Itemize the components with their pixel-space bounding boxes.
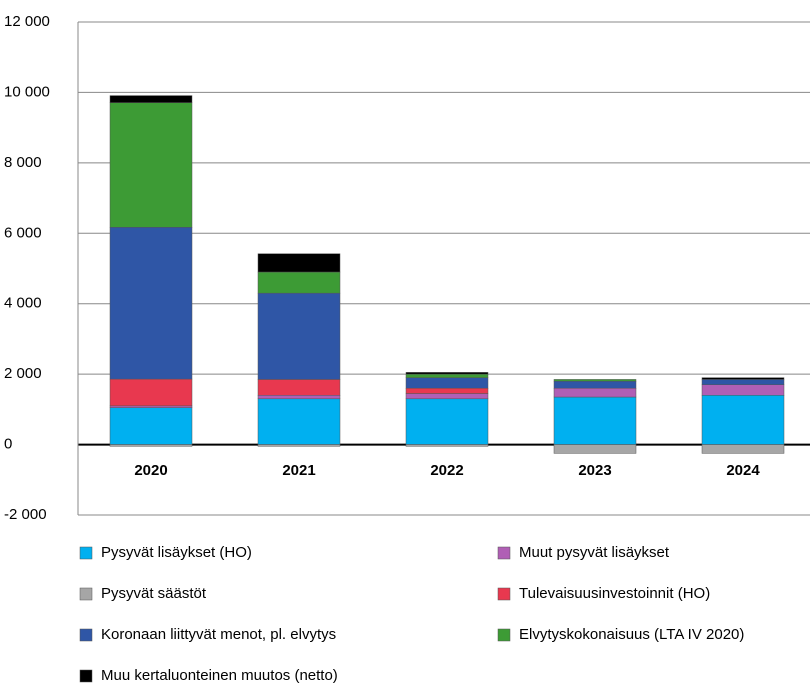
y-tick-label: 2 000 (4, 365, 42, 382)
y-tick-label: 6 000 (4, 224, 42, 241)
bar-segment (405, 444, 489, 447)
legend-swatch (497, 628, 511, 642)
bar-segment (405, 377, 489, 389)
legend-label: Pysyvät lisäykset (HO) (101, 544, 252, 561)
legend-label: Muut pysyvät lisäykset (519, 544, 670, 561)
bar-segment (701, 377, 785, 380)
legend-swatch (79, 587, 93, 601)
legend-label: Koronaan liittyvät menot, pl. elvytys (101, 626, 336, 643)
bar-segment (701, 379, 785, 385)
legend-swatch (497, 546, 511, 560)
legend-swatch (79, 669, 93, 683)
legend-label: Pysyvät säästöt (101, 585, 207, 602)
bar-segment (553, 380, 637, 389)
x-tick-label: 2020 (134, 462, 167, 479)
bar-segment (701, 395, 785, 445)
bar-segment (553, 387, 637, 398)
x-tick-label: 2022 (430, 462, 463, 479)
bar-segment (257, 271, 341, 294)
bar-segment (257, 292, 341, 380)
bar-segment (257, 379, 341, 396)
y-tick-label: 12 000 (4, 13, 50, 30)
bar-segment (553, 379, 637, 382)
bar-segment (553, 396, 637, 445)
y-tick-label: -2 000 (4, 506, 47, 523)
x-tick-label: 2023 (578, 462, 611, 479)
bar-segment (701, 444, 785, 454)
y-tick-label: 10 000 (4, 83, 50, 100)
bar-segment (405, 372, 489, 375)
bar-segment (553, 444, 637, 454)
legend-swatch (497, 587, 511, 601)
bar-segment (109, 444, 193, 447)
x-tick-label: 2024 (726, 462, 760, 479)
bar-segment (257, 444, 341, 447)
y-tick-label: 4 000 (4, 295, 42, 312)
bar-segment (109, 227, 193, 380)
bar-segment (405, 393, 489, 400)
x-tick-label: 2021 (282, 462, 315, 479)
legend-swatch (79, 628, 93, 642)
y-tick-label: 8 000 (4, 154, 42, 171)
bar-segment (701, 384, 785, 396)
bar-segment (109, 102, 193, 228)
y-tick-label: 0 (4, 436, 12, 453)
legend-label: Tulevaisuusinvestoinnit (HO) (519, 585, 710, 602)
legend-label: Elvytyskokonaisuus (LTA IV 2020) (519, 626, 744, 643)
bar-segment (109, 405, 193, 408)
bar-segment (257, 395, 341, 400)
bar-segment (109, 378, 193, 407)
bar-segment (405, 398, 489, 445)
bar-segment (405, 387, 489, 394)
legend-swatch (79, 546, 93, 560)
bar-segment (257, 398, 341, 445)
bar-segment (109, 407, 193, 445)
legend-label: Muu kertaluonteinen muutos (netto) (101, 667, 338, 684)
bar-segment (109, 95, 193, 103)
bar-segment (257, 253, 341, 273)
bar-segment (405, 373, 489, 378)
